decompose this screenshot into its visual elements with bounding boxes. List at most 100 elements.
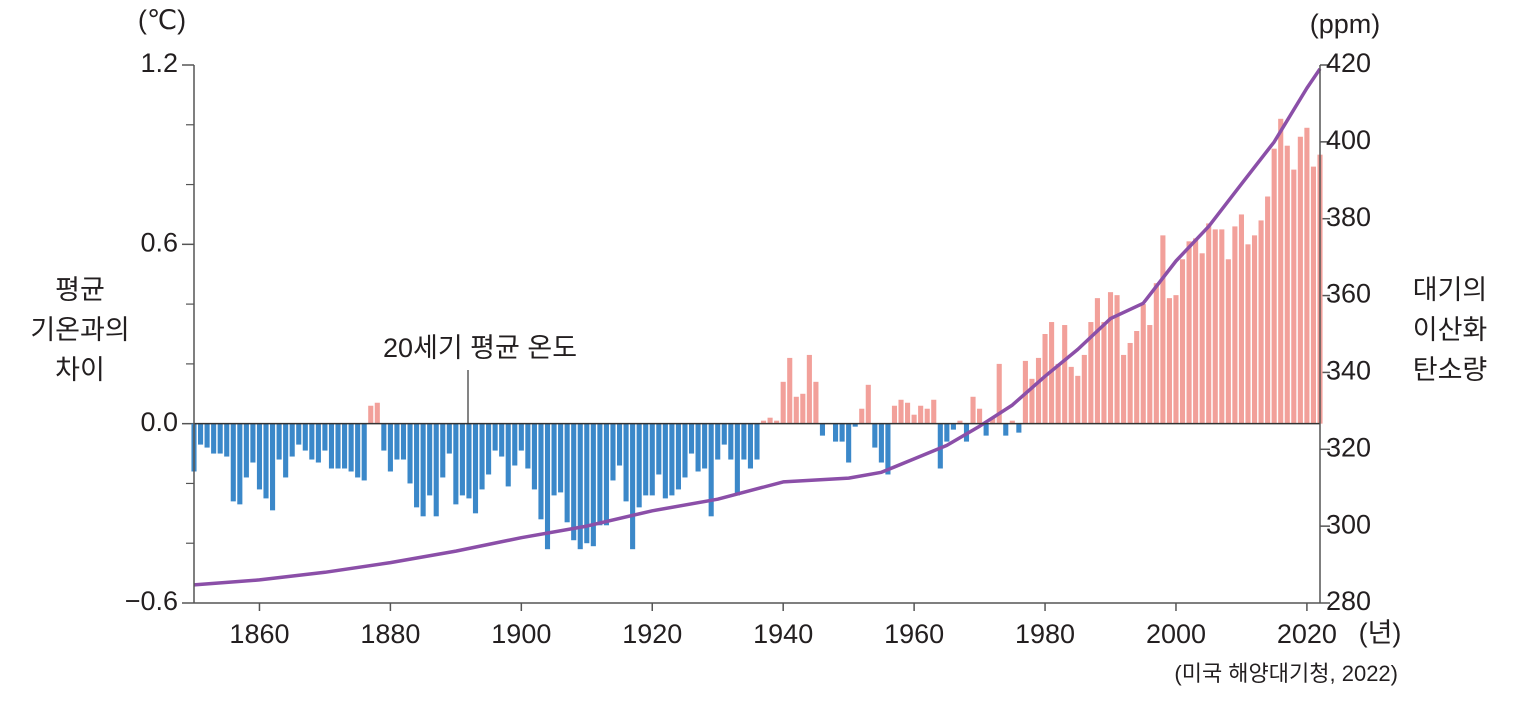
- bar: [368, 405, 374, 424]
- bar: [355, 423, 361, 478]
- bar: [1062, 325, 1068, 424]
- bar: [1121, 354, 1127, 424]
- bar: [1173, 295, 1179, 424]
- bar: [1206, 223, 1212, 424]
- bar: [944, 423, 950, 442]
- y-axis-title: 기온과의: [30, 315, 129, 345]
- bar: [590, 423, 596, 547]
- bar: [302, 423, 308, 451]
- bar: [702, 423, 708, 469]
- bar: [859, 408, 865, 424]
- bar: [361, 423, 367, 481]
- bar: [315, 423, 321, 463]
- bar: [616, 423, 623, 466]
- y2-axis-title: 이산화: [1413, 315, 1488, 345]
- bar: [1212, 229, 1218, 424]
- bar: [682, 423, 688, 478]
- bar: [839, 423, 845, 442]
- bar: [885, 423, 891, 475]
- bar: [1284, 145, 1290, 424]
- bar: [335, 423, 341, 469]
- bar: [276, 423, 282, 460]
- bar: [1310, 166, 1317, 424]
- bar: [224, 423, 230, 457]
- y2-tick-label: 420: [1326, 48, 1371, 78]
- bar: [774, 420, 780, 424]
- source: (미국 해양대기청, 2022): [1174, 661, 1398, 686]
- bar: [819, 423, 826, 436]
- bar: [486, 423, 492, 475]
- bar: [1147, 325, 1153, 424]
- bar: [597, 423, 603, 526]
- bar: [558, 423, 564, 493]
- bar: [649, 423, 655, 496]
- bar: [283, 423, 289, 478]
- bar: [1114, 295, 1120, 424]
- bar: [669, 423, 675, 496]
- bar: [427, 423, 433, 496]
- bar: [1271, 148, 1277, 424]
- bar: [512, 423, 518, 466]
- bar: [531, 423, 537, 490]
- bar: [453, 423, 459, 505]
- bar: [197, 423, 204, 445]
- y2-tick-label: 360: [1326, 279, 1371, 309]
- x-tick-label: 2020: [1277, 619, 1337, 649]
- bar: [270, 423, 276, 511]
- bar: [492, 423, 498, 451]
- bar: [544, 423, 551, 550]
- x-tick-label: 1880: [360, 619, 420, 649]
- bar: [656, 423, 662, 475]
- bar: [1134, 331, 1140, 424]
- x-tick-label: 1980: [1015, 619, 1075, 649]
- bar: [289, 423, 295, 457]
- bar: [263, 423, 269, 499]
- bar: [459, 423, 465, 496]
- bar: [1107, 292, 1114, 424]
- y2-tick-label: 380: [1326, 202, 1371, 232]
- bar: [1297, 136, 1303, 424]
- y-axis-title: 차이: [55, 355, 105, 385]
- bar: [1081, 354, 1087, 424]
- bar: [734, 423, 740, 496]
- bar: [957, 420, 963, 424]
- bar: [505, 423, 511, 487]
- bar: [1265, 196, 1271, 424]
- bar: [1232, 226, 1238, 424]
- bar: [1258, 220, 1264, 424]
- bar: [571, 423, 577, 541]
- bar: [878, 423, 884, 463]
- bar: [977, 408, 983, 424]
- x-tick-label: 1940: [753, 619, 813, 649]
- bar: [898, 399, 904, 424]
- bar: [1186, 241, 1192, 424]
- bar: [1238, 214, 1244, 424]
- bar: [741, 423, 747, 460]
- bar: [806, 354, 812, 424]
- bar: [577, 423, 583, 550]
- bar: [1068, 366, 1074, 424]
- bar: [1193, 238, 1199, 424]
- bar: [342, 423, 348, 469]
- bar: [328, 423, 335, 469]
- bar: [1199, 253, 1205, 424]
- annotation: 20세기 평균 온도: [383, 333, 577, 363]
- bar: [1055, 363, 1061, 424]
- bar: [472, 423, 479, 514]
- bar: [630, 423, 636, 550]
- bar: [996, 363, 1002, 424]
- bar: [237, 423, 243, 505]
- bar: [1251, 235, 1258, 424]
- bar: [780, 381, 786, 424]
- bar: [322, 423, 328, 451]
- bar: [767, 417, 773, 424]
- bar: [931, 399, 937, 424]
- bar: [1016, 423, 1022, 433]
- bar: [381, 423, 387, 451]
- bar: [525, 423, 531, 469]
- bar: [852, 423, 858, 427]
- bar: [1094, 298, 1100, 424]
- bar: [1140, 304, 1146, 424]
